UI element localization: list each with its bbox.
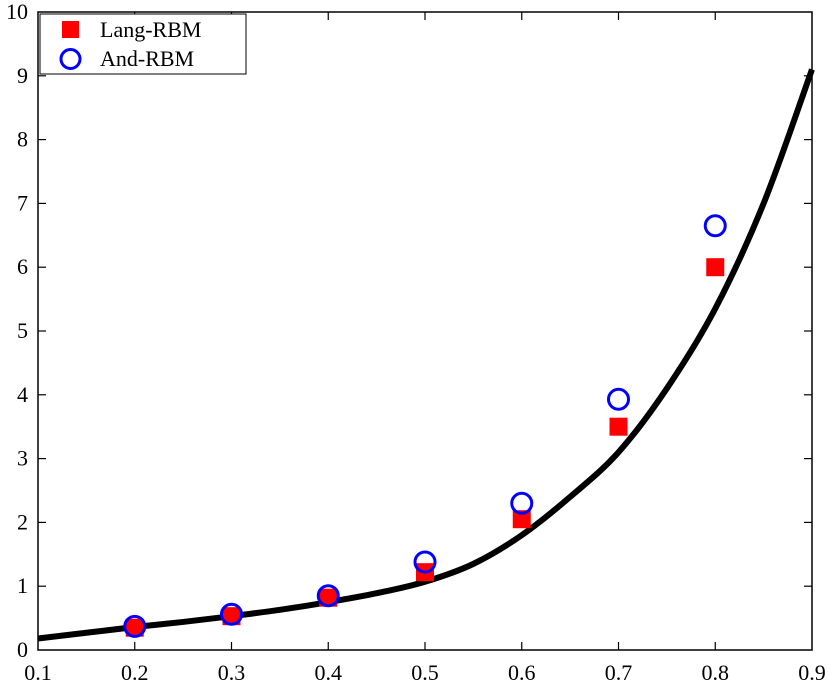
and-rbm-point <box>123 614 147 638</box>
curve-layer <box>37 68 815 642</box>
y-tick-label: 6 <box>17 254 28 279</box>
x-tick-label: 0.4 <box>315 660 343 685</box>
x-tick-label: 0.3 <box>218 660 246 685</box>
legend-box <box>39 13 247 75</box>
y-tick-label: 5 <box>17 318 28 343</box>
y-tick-label: 3 <box>17 446 28 471</box>
x-tick-label: 0.6 <box>508 660 536 685</box>
x-tick-label: 0.7 <box>605 660 633 685</box>
marker-layer <box>123 214 727 638</box>
legend: Lang-RBM And-RBM <box>39 13 247 75</box>
y-tick-label: 7 <box>17 190 28 215</box>
x-tick-label: 0.9 <box>798 660 826 685</box>
y-tick-label: 9 <box>17 63 28 88</box>
lang-rbm-point <box>319 588 338 607</box>
legend-marker-and-rbm <box>59 48 82 70</box>
x-tick-label: 0.2 <box>121 660 149 685</box>
lang-rbm-point <box>609 417 628 436</box>
y-tick-label: 1 <box>17 573 28 598</box>
x-tick-label: 0.5 <box>411 660 439 685</box>
lang-rbm-point <box>222 607 241 626</box>
legend-label-lang-rbm: Lang-RBM <box>100 17 201 42</box>
and-rbm-point <box>607 387 630 411</box>
y-tick-label: 10 <box>6 0 28 24</box>
lang-rbm-point <box>706 258 725 277</box>
legend-marker-lang-rbm <box>62 21 79 38</box>
y-tick-label: 0 <box>17 637 28 662</box>
and-rbm-point <box>220 602 243 626</box>
lang-rbm-point <box>125 618 144 637</box>
lang-rbm-point <box>512 510 531 529</box>
and-rbm-point <box>510 491 534 515</box>
and-rbm-point <box>413 550 437 574</box>
legend-label-and-rbm: And-RBM <box>100 46 194 71</box>
plot-frame <box>37 11 813 651</box>
and-rbm-point <box>703 214 727 238</box>
and-rbm-point <box>316 584 340 608</box>
x-tick-label: 0.8 <box>702 660 730 685</box>
y-tick-label: 8 <box>17 127 28 152</box>
y-tick-label: 4 <box>17 382 28 407</box>
y-tick-label: 2 <box>17 509 28 534</box>
x-tick-label: 0.1 <box>24 660 52 685</box>
tick-layer: 0.1 0.2 0.3 0.4 0.5 0.6 0.7 0.8 0.9 0 1 2 3 4 5 6 7 8 9 10 <box>6 0 826 685</box>
fit-curve <box>37 68 815 642</box>
